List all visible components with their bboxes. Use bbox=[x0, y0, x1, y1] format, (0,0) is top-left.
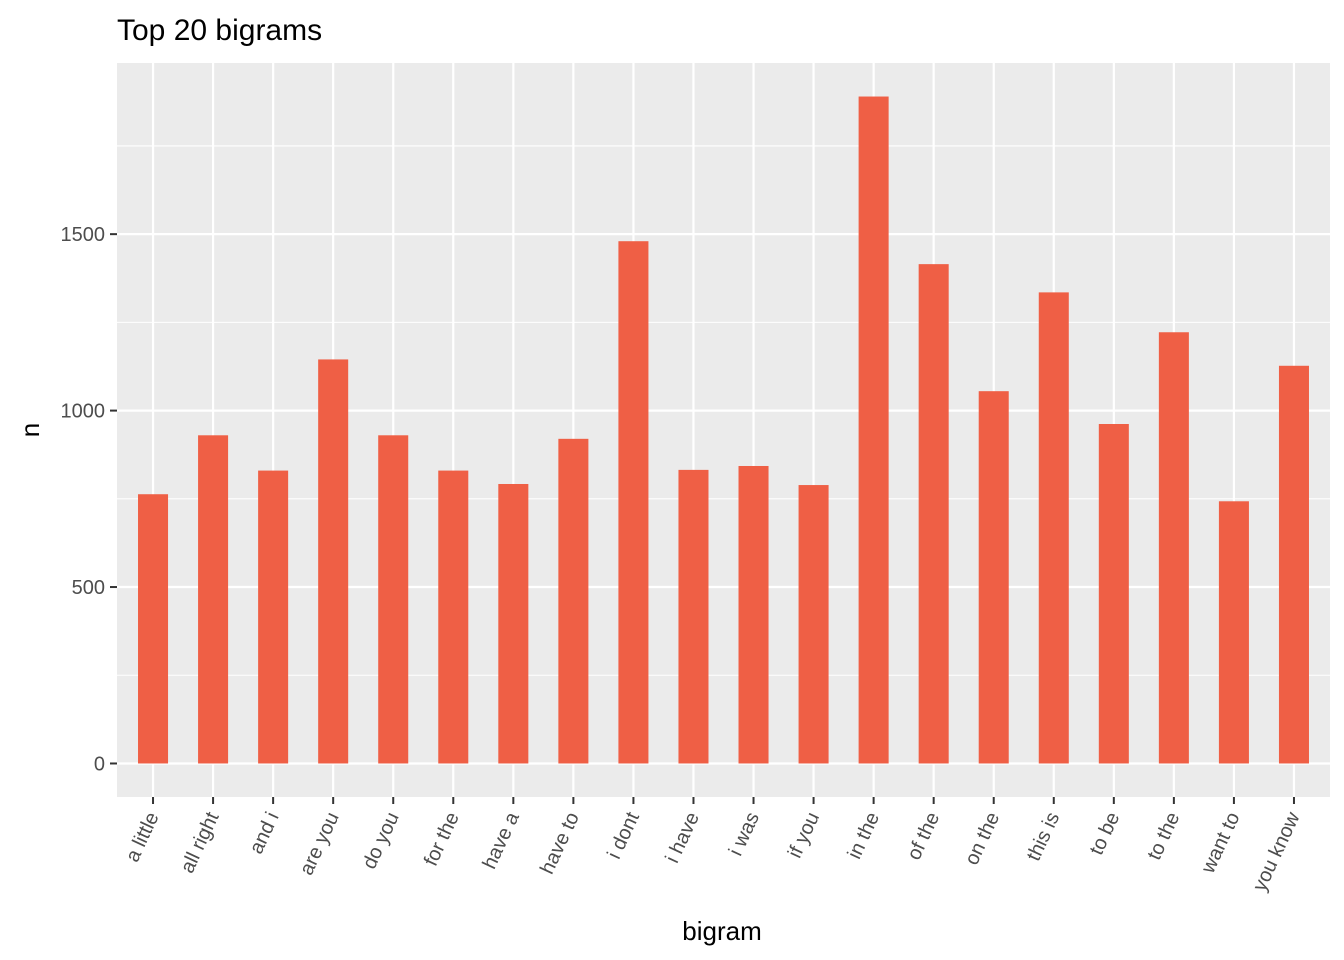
x-tick-label: and i bbox=[245, 809, 283, 858]
bar bbox=[438, 470, 469, 764]
x-tick-label: a little bbox=[122, 809, 164, 866]
x-tick-label: i was bbox=[725, 809, 764, 860]
x-tick-label: do you bbox=[358, 809, 403, 873]
bar bbox=[558, 438, 589, 764]
bar bbox=[1278, 365, 1309, 764]
x-tick-label: to be bbox=[1086, 809, 1125, 859]
x-tick-label: to the bbox=[1143, 809, 1184, 864]
x-tick-label: have to bbox=[536, 809, 584, 878]
bar bbox=[738, 465, 769, 764]
y-axis: 0 500 1000 1500 bbox=[61, 224, 117, 775]
bar bbox=[1218, 501, 1249, 764]
x-tick-label: you know bbox=[1249, 808, 1305, 894]
bars bbox=[138, 96, 1309, 764]
bar bbox=[198, 435, 229, 764]
x-tick-label: have a bbox=[479, 808, 525, 873]
x-tick-label: this is bbox=[1023, 809, 1065, 865]
x-tick-label: i dont bbox=[603, 808, 644, 862]
x-tick-label: i have bbox=[662, 809, 704, 867]
bar bbox=[498, 483, 529, 764]
bar bbox=[138, 494, 169, 764]
x-tick-label: all right bbox=[176, 808, 223, 876]
bar bbox=[1158, 332, 1189, 764]
x-tick-label: if you bbox=[784, 809, 824, 862]
x-axis-title: bigram bbox=[682, 916, 761, 946]
bar bbox=[1098, 424, 1129, 764]
x-axis: a little all right and i are you do you for t… bbox=[122, 797, 1305, 895]
y-tick-label: 1000 bbox=[61, 401, 106, 423]
x-tick-label: want to bbox=[1197, 809, 1245, 878]
x-tick-label: of the bbox=[903, 809, 944, 864]
x-tick-label: are you bbox=[296, 809, 344, 879]
bar bbox=[798, 485, 829, 764]
bar bbox=[858, 96, 889, 764]
bar bbox=[258, 470, 289, 764]
chart-title: Top 20 bigrams bbox=[117, 14, 322, 47]
bar bbox=[678, 469, 709, 764]
bar bbox=[978, 391, 1009, 764]
plot-panel bbox=[117, 63, 1330, 797]
x-tick-label: for the bbox=[420, 809, 464, 870]
x-tick-label: on the bbox=[961, 809, 1004, 869]
bar bbox=[1038, 292, 1069, 764]
bar bbox=[378, 435, 409, 764]
x-tick-label: in the bbox=[844, 809, 885, 863]
y-tick-label: 0 bbox=[94, 753, 105, 775]
y-axis-title: n bbox=[15, 423, 45, 437]
bar bbox=[918, 264, 949, 764]
y-tick-label: 1500 bbox=[61, 224, 106, 246]
bar bbox=[618, 241, 649, 764]
y-tick-label: 500 bbox=[72, 577, 105, 599]
bar bbox=[318, 359, 349, 764]
